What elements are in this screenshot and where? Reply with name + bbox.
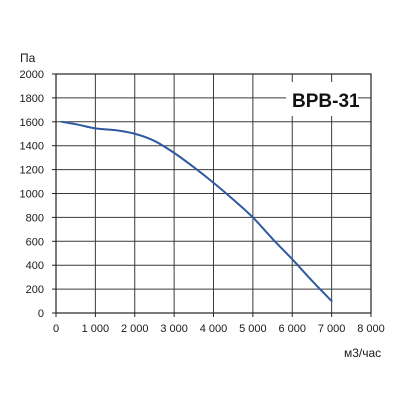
y-tick-label: 0 xyxy=(38,308,44,320)
y-tick-label: 1800 xyxy=(20,93,44,105)
y-tick-label: 1400 xyxy=(20,141,44,153)
y-tick-label: 200 xyxy=(26,284,44,296)
y-axis-ticks: 0 200 400 600 800 1000 1200 1400 1600 1800 2000 xyxy=(20,69,56,320)
y-tick-label: 2000 xyxy=(20,69,44,81)
model-label-background xyxy=(286,82,358,116)
x-tick-label: 7 000 xyxy=(318,323,346,335)
x-tick-label: 3 000 xyxy=(160,323,188,335)
y-tick-label: 400 xyxy=(26,260,44,272)
y-tick-label: 600 xyxy=(26,236,44,248)
y-tick-label: 1000 xyxy=(20,189,44,201)
y-axis-label: Па xyxy=(20,51,36,65)
chart-title: ВРВ-31 xyxy=(292,91,360,112)
x-tick-label: 2 000 xyxy=(121,323,149,335)
x-tick-label: 8 000 xyxy=(357,323,385,335)
x-axis-label: м3/час xyxy=(344,346,381,360)
series-group xyxy=(60,120,333,303)
grid xyxy=(55,73,372,314)
x-tick-label: 0 xyxy=(53,323,59,335)
x-axis-ticks: 0 1 000 2 000 3 000 4 000 5 000 6 000 7 000 8 00… xyxy=(53,313,385,335)
x-tick-label: 1 000 xyxy=(82,323,110,335)
x-tick-label: 4 000 xyxy=(200,323,228,335)
x-tick-label: 6 000 xyxy=(278,323,306,335)
y-tick-label: 800 xyxy=(26,212,44,224)
series-line xyxy=(60,120,333,303)
x-tick-label: 5 000 xyxy=(239,323,267,335)
y-tick-label: 1600 xyxy=(20,117,44,129)
y-tick-label: 1200 xyxy=(20,165,44,177)
